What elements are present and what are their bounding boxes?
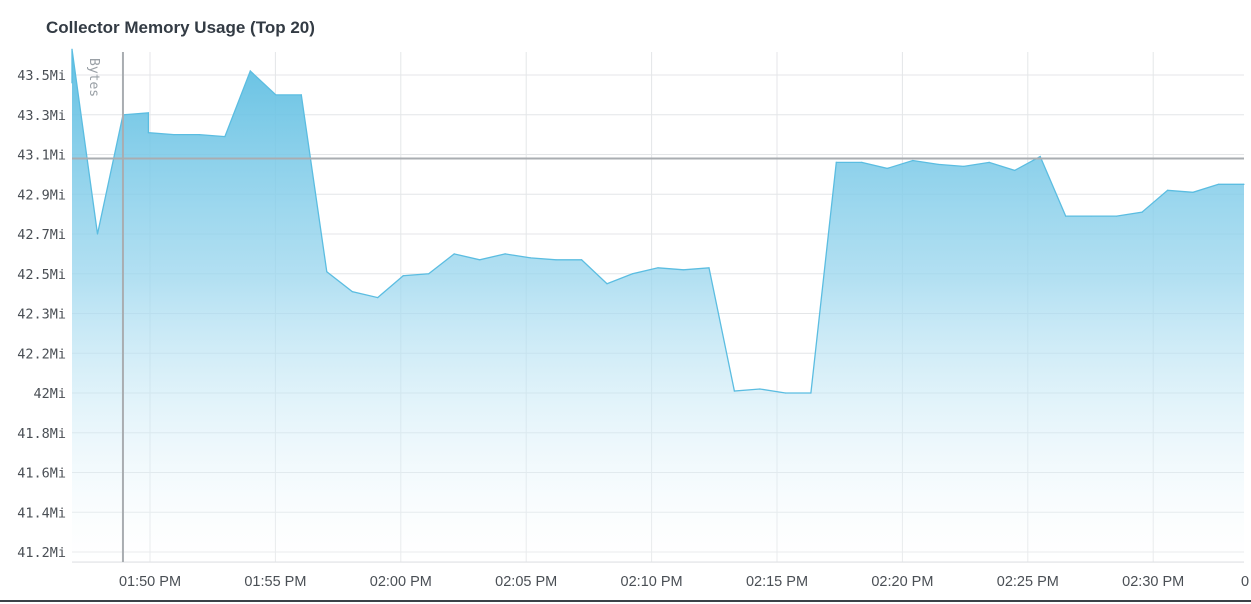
data-point: [1243, 183, 1245, 185]
data-point: [937, 163, 939, 165]
data-point: [530, 257, 532, 259]
data-point: [810, 392, 812, 394]
x-tick-label: 02:30 PM: [1122, 574, 1184, 590]
data-point: [249, 70, 251, 72]
data-point: [835, 161, 837, 163]
data-point: [784, 392, 787, 394]
data-point: [275, 94, 277, 96]
y-tick-label: 42.9Mi: [17, 187, 66, 203]
data-point: [428, 273, 430, 275]
data-point: [173, 134, 175, 136]
series-area-fill: [72, 49, 1244, 562]
y-tick-label: 42.7Mi: [17, 227, 66, 243]
x-axis-ticks: 01:50 PM 01:55 PM 02:00 PM 02:05 PM 02:10 PM…: [119, 574, 1249, 590]
y-tick-label: 43.3Mi: [17, 108, 66, 124]
data-point: [1014, 169, 1016, 171]
data-point: [555, 259, 557, 261]
data-point: [351, 291, 353, 293]
overlay-lines: [72, 52, 1244, 562]
x-tick-label: 02:10 PM: [621, 574, 683, 590]
data-point: [377, 297, 379, 299]
y-tick-label: 41.2Mi: [17, 545, 66, 561]
x-tick-label: 02:05 PM: [495, 574, 557, 590]
data-point: [708, 267, 710, 269]
data-point: [886, 167, 888, 169]
y-tick-label: 42.3Mi: [17, 307, 66, 323]
data-point: [581, 259, 583, 261]
y-tick-label: 42.5Mi: [17, 267, 66, 283]
y-tick-label: 43.1Mi: [17, 148, 66, 164]
data-point: [1065, 215, 1067, 217]
data-point: [224, 136, 226, 138]
y-tick-label: 43.5Mi: [17, 68, 66, 84]
data-point: [504, 253, 506, 255]
y-tick-label: 42Mi: [33, 386, 66, 402]
x-tick-label: 0: [1241, 574, 1249, 590]
data-point: [963, 165, 965, 167]
data-point: [1217, 183, 1220, 185]
data-point: [300, 94, 302, 96]
y-axis-label: Bytes: [86, 58, 101, 97]
data-point: [1192, 191, 1194, 193]
data-point: [147, 132, 149, 134]
series-area: [71, 48, 1245, 562]
data-point: [759, 388, 761, 390]
x-tick-label: 01:55 PM: [244, 574, 306, 590]
y-tick-label: 41.4Mi: [17, 505, 66, 521]
data-point: [71, 82, 73, 84]
data-point: [402, 275, 404, 277]
data-point: [1167, 189, 1169, 191]
data-point: [606, 283, 608, 285]
data-point: [96, 233, 99, 235]
x-tick-label: 02:20 PM: [871, 574, 933, 590]
y-tick-label: 41.8Mi: [17, 426, 66, 442]
data-point: [631, 273, 634, 275]
data-point: [453, 253, 455, 255]
data-point: [198, 134, 200, 136]
x-tick-label: 02:00 PM: [370, 574, 432, 590]
data-point: [147, 112, 149, 114]
data-point: [1090, 215, 1092, 217]
data-point: [912, 159, 914, 162]
data-point: [479, 259, 481, 261]
data-point: [326, 271, 328, 273]
y-axis-ticks: 41.2Mi 41.4Mi 41.6Mi 41.8Mi 42Mi 42.2Mi 42.3Mi…: [17, 68, 66, 561]
data-point: [861, 161, 863, 163]
y-tick-label: 41.6Mi: [17, 466, 66, 482]
data-point: [657, 267, 659, 269]
data-point: [1116, 215, 1118, 217]
data-point: [682, 269, 685, 271]
x-tick-label: 02:25 PM: [997, 574, 1059, 590]
data-point: [71, 48, 73, 50]
chart-title: Collector Memory Usage (Top 20): [46, 18, 315, 37]
y-tick-label: 42.2Mi: [17, 346, 66, 362]
data-point: [733, 390, 736, 392]
x-tick-label: 01:50 PM: [119, 574, 181, 590]
data-point: [1141, 211, 1143, 213]
x-tick-label: 02:15 PM: [746, 574, 808, 590]
data-point: [1039, 155, 1041, 158]
data-point: [988, 161, 990, 163]
